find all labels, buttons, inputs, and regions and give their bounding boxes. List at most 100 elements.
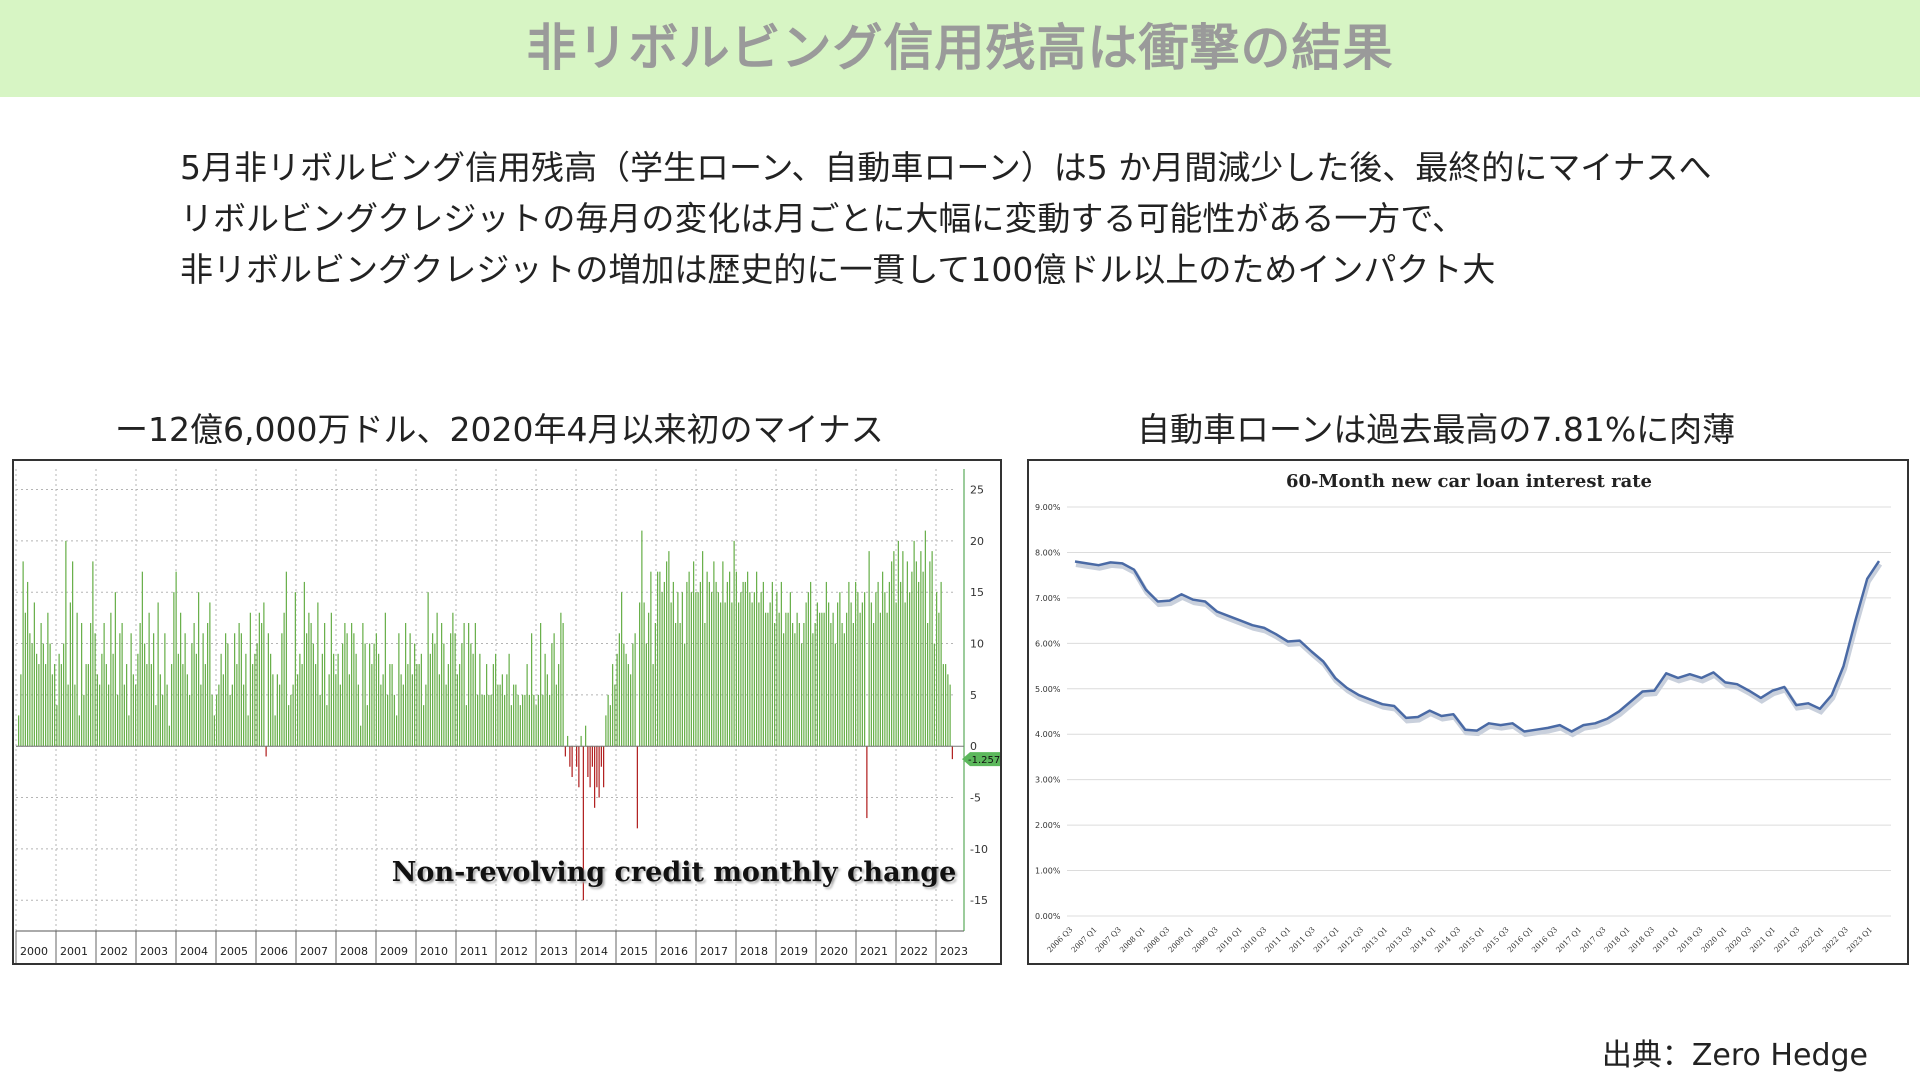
bar [69,602,71,747]
bar [173,592,175,747]
bar [510,705,512,747]
bar [432,633,434,747]
series-line [1074,560,1881,733]
bar [272,674,274,747]
bar [436,612,438,747]
bar [508,653,510,747]
bar [679,623,681,747]
bar [65,540,67,747]
y-tick-label: 0.00% [1035,912,1061,921]
bar [137,653,139,747]
bar [150,664,152,747]
bar [18,715,20,747]
bar [859,612,861,747]
bar [297,674,299,747]
bar [146,664,148,747]
bar [672,581,674,747]
bar [816,602,818,747]
bar [200,684,202,747]
bar [915,561,917,747]
bar [630,674,632,747]
bar [744,581,746,747]
bar [535,705,537,747]
bar [312,643,314,747]
bar [913,540,915,747]
bar [411,674,413,747]
bar [731,602,733,747]
bar [504,694,506,747]
bar [434,643,436,747]
bar [571,746,573,777]
bar [346,633,348,747]
bar [299,653,301,747]
bar [495,653,497,747]
x-tick-label: 2013 [540,945,568,958]
chart-title: Non-revolving credit monthly change [392,857,957,888]
lead-line-1: 5月非リボルビング信用残高（学生ローン、自動車ローン）は5 か月間減少した後、最… [180,148,1712,187]
bar [612,664,614,747]
bar [641,530,643,747]
bar [378,653,380,747]
bar [301,664,303,747]
bar [544,653,546,747]
bar [868,551,870,747]
bar [94,633,96,747]
bar [810,581,812,747]
x-tick-label: 2011 [460,945,488,958]
bar [303,581,305,747]
x-tick-label: 2014 [580,945,608,958]
bar [92,561,94,747]
bar [675,623,677,747]
bar [560,612,562,747]
bar [454,633,456,747]
bar [119,633,121,747]
bar [78,715,80,747]
bar [283,612,285,747]
bar [481,694,483,747]
bar [499,684,501,747]
line-chart: 60-Month new car loan interest rate 0.00%… [1035,471,1891,954]
bar [515,684,517,747]
bar [812,633,814,747]
bar [306,633,308,747]
bar [578,746,580,788]
bar [794,633,796,747]
y-tick-label: 1.00% [1035,867,1061,876]
bar [402,684,404,747]
bar [285,571,287,747]
bar [324,623,326,747]
bar [789,592,791,747]
bar [875,592,877,747]
bar [904,602,906,747]
bar [310,623,312,747]
bar [580,735,582,747]
bar [45,664,47,747]
bar [443,643,445,747]
bar [506,674,508,747]
bar [830,623,832,747]
bar [776,592,778,747]
bar [803,623,805,747]
bar [639,602,641,747]
bar [807,592,809,747]
bar [364,643,366,747]
bar [342,643,344,747]
bar [425,684,427,747]
bar [738,602,740,747]
bar [315,664,317,747]
bar [153,633,155,747]
bar [144,643,146,747]
x-tick-label: 2023 [940,945,968,958]
bar [528,694,530,747]
y-tick-label: 2.00% [1035,821,1061,830]
bar [459,664,461,747]
bar [123,684,125,747]
bar [587,746,589,777]
bar [42,643,44,747]
bar [562,623,564,747]
bar [126,664,128,747]
bar [567,735,569,747]
bar [805,602,807,747]
left-chart-caption: ー12億6,000万ドル、2020年4月以来初のマイナス [115,410,884,449]
x-tick-label: 2002 [100,945,128,958]
